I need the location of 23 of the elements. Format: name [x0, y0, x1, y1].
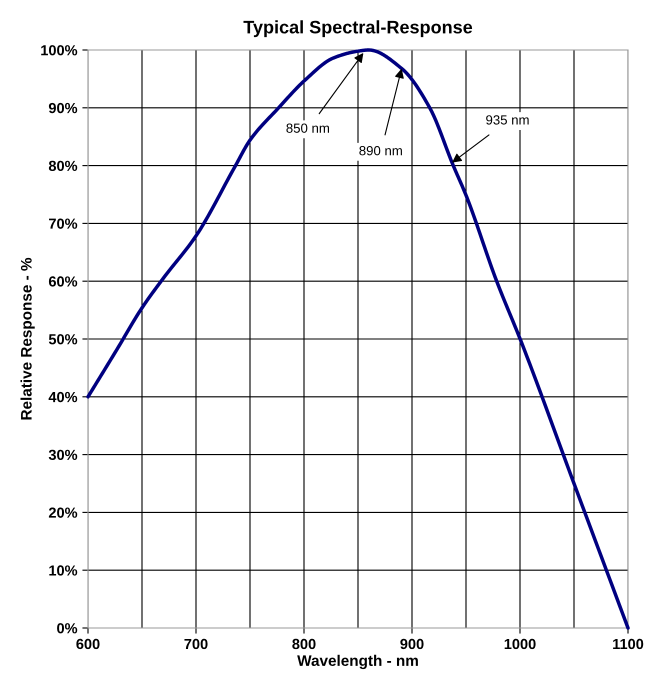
x-axis-title: Wavelength - nm	[297, 654, 418, 670]
annotation: 935 nm	[486, 115, 529, 125]
y-tick-label: 90%	[48, 102, 78, 114]
chart-title: Typical Spectral-Response	[243, 20, 472, 38]
annotation: 850 nm	[286, 123, 329, 133]
y-tick-label: 20%	[48, 508, 78, 518]
x-tick-label: 700	[184, 638, 208, 650]
x-tick-label: 1100	[613, 638, 644, 650]
y-axis-title: Relative Response - %	[20, 258, 35, 420]
y-tick-label: 60%	[48, 276, 78, 287]
y-tick-label: 30%	[48, 450, 78, 460]
x-tick-label: 900	[400, 638, 424, 650]
y-tick-label: 70%	[49, 218, 78, 229]
y-tick-label: 40%	[48, 392, 78, 402]
y-tick-label: 50%	[48, 334, 78, 344]
x-tick-label: 600	[76, 638, 100, 650]
x-tick-label: 1000	[504, 638, 536, 650]
annotation: 890 nm	[359, 146, 402, 156]
y-tick-label: 0%	[57, 623, 78, 634]
x-tick-label: 800	[292, 638, 316, 650]
y-tick-label: 10%	[49, 565, 78, 576]
y-tick-label: 80%	[48, 160, 78, 172]
y-tick-label: 100%	[41, 45, 78, 56]
